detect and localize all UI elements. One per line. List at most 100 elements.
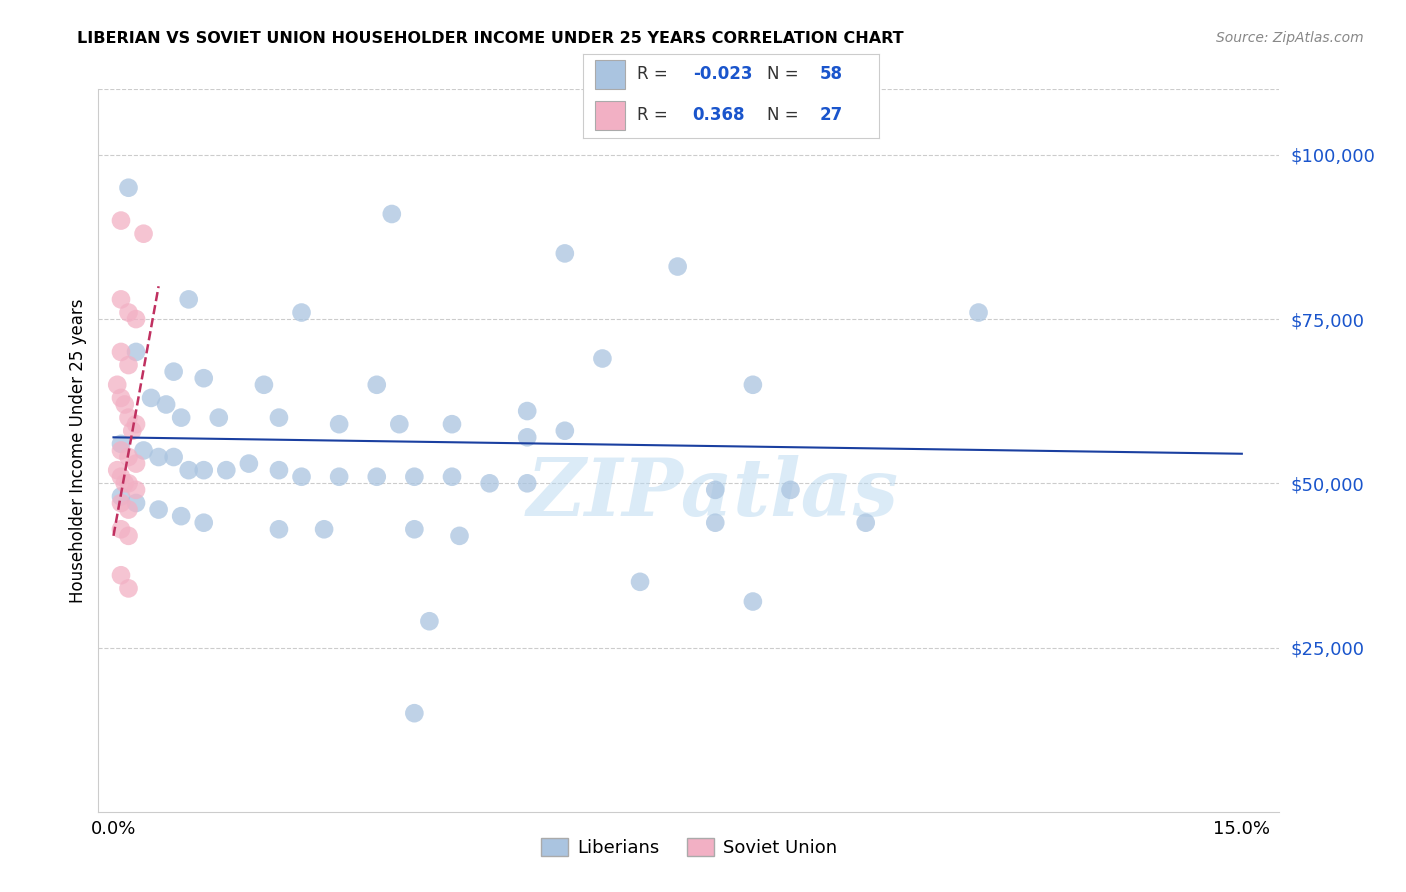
Point	[117, 410, 139, 425]
Point	[704, 483, 727, 497]
Point	[516, 404, 538, 418]
Point	[121, 424, 143, 438]
Point	[110, 490, 132, 504]
Point	[177, 293, 200, 307]
Point	[267, 522, 290, 536]
Point	[779, 483, 801, 497]
Point	[193, 516, 215, 530]
Point	[366, 377, 388, 392]
Point	[554, 246, 576, 260]
Point	[110, 293, 132, 307]
Point	[290, 469, 312, 483]
Point	[125, 483, 148, 497]
Point	[208, 410, 231, 425]
Point	[404, 522, 426, 536]
Point	[328, 417, 350, 432]
Point	[117, 358, 139, 372]
Point	[117, 476, 139, 491]
Point	[125, 417, 148, 432]
Point	[117, 450, 139, 464]
Point	[388, 417, 411, 432]
Text: ZIPatlas: ZIPatlas	[526, 455, 898, 533]
Point	[967, 305, 990, 319]
Point	[132, 227, 155, 241]
Point	[449, 529, 471, 543]
Point	[741, 594, 763, 608]
Point	[125, 457, 148, 471]
Point	[155, 397, 177, 411]
Point	[105, 463, 128, 477]
Point	[328, 469, 350, 483]
Point	[125, 496, 148, 510]
Point	[148, 450, 170, 464]
Point	[253, 377, 276, 392]
Point	[381, 207, 404, 221]
Point	[554, 424, 576, 438]
Point	[238, 457, 260, 471]
FancyBboxPatch shape	[595, 61, 624, 89]
Legend: Liberians, Soviet Union: Liberians, Soviet Union	[534, 830, 844, 864]
Point	[105, 377, 128, 392]
Text: R =: R =	[637, 65, 668, 83]
Point	[110, 437, 132, 451]
Point	[110, 391, 132, 405]
Point	[177, 463, 200, 477]
Point	[741, 377, 763, 392]
Point	[110, 522, 132, 536]
Point	[267, 463, 290, 477]
Point	[704, 516, 727, 530]
Point	[117, 180, 139, 194]
Point	[110, 345, 132, 359]
Point	[170, 509, 193, 524]
Point	[404, 469, 426, 483]
Point	[193, 463, 215, 477]
Text: 58: 58	[820, 65, 842, 83]
Point	[855, 516, 877, 530]
Y-axis label: Householder Income Under 25 years: Householder Income Under 25 years	[69, 298, 87, 603]
Point	[418, 614, 440, 628]
Point	[117, 502, 139, 516]
Point	[366, 469, 388, 483]
Point	[117, 529, 139, 543]
FancyBboxPatch shape	[595, 101, 624, 130]
Point	[516, 476, 538, 491]
Point	[170, 410, 193, 425]
Point	[267, 410, 290, 425]
Text: LIBERIAN VS SOVIET UNION HOUSEHOLDER INCOME UNDER 25 YEARS CORRELATION CHART: LIBERIAN VS SOVIET UNION HOUSEHOLDER INC…	[77, 31, 904, 46]
Point	[628, 574, 651, 589]
Point	[139, 391, 162, 405]
Point	[125, 312, 148, 326]
Point	[163, 450, 186, 464]
Point	[114, 476, 136, 491]
Point	[666, 260, 689, 274]
Text: -0.023: -0.023	[693, 65, 752, 83]
Point	[516, 430, 538, 444]
Point	[117, 305, 139, 319]
Point	[591, 351, 613, 366]
Point	[215, 463, 238, 477]
Point	[110, 568, 132, 582]
Point	[110, 213, 132, 227]
Text: R =: R =	[637, 105, 668, 123]
Point	[110, 496, 132, 510]
Text: 27: 27	[820, 105, 844, 123]
Point	[117, 582, 139, 596]
Point	[114, 397, 136, 411]
Point	[132, 443, 155, 458]
Point	[404, 706, 426, 721]
Point	[125, 345, 148, 359]
Text: N =: N =	[766, 105, 799, 123]
Point	[148, 502, 170, 516]
Point	[290, 305, 312, 319]
Point	[440, 469, 463, 483]
Point	[110, 443, 132, 458]
Point	[110, 469, 132, 483]
Point	[478, 476, 501, 491]
Text: N =: N =	[766, 65, 799, 83]
Text: 0.368: 0.368	[693, 105, 745, 123]
Point	[193, 371, 215, 385]
Text: Source: ZipAtlas.com: Source: ZipAtlas.com	[1216, 31, 1364, 45]
Point	[440, 417, 463, 432]
Point	[163, 365, 186, 379]
Point	[314, 522, 336, 536]
